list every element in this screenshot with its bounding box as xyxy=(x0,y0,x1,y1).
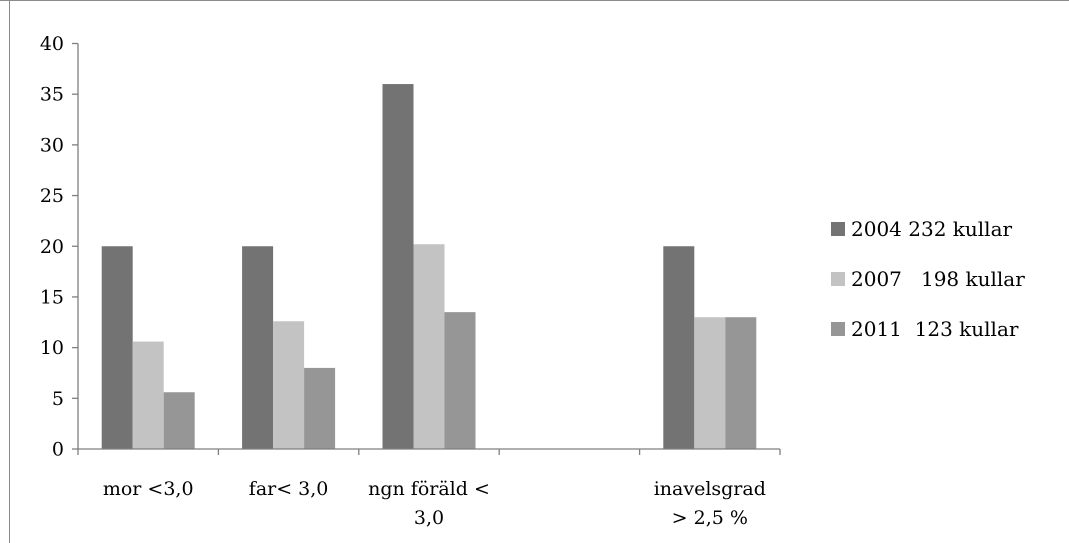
bar-series-1-category-3 xyxy=(382,84,414,450)
legend-swatch-2 xyxy=(831,272,845,286)
y-tick-label: 0 xyxy=(52,439,64,461)
bars-layer xyxy=(101,84,757,450)
legend-label-2: 2007 198 kullar xyxy=(851,267,1025,291)
category-label: > 2,5 % xyxy=(672,507,748,529)
legend-label-1: 2004 232 kullar xyxy=(851,217,1013,241)
bar-series-3-category-5 xyxy=(725,317,757,449)
bar-series-2-category-3 xyxy=(413,244,445,449)
category-label: mor <3,0 xyxy=(103,478,194,500)
bar-series-3-category-3 xyxy=(444,312,476,449)
legend-swatch-1 xyxy=(831,222,845,236)
legend-swatch-3 xyxy=(831,322,845,336)
bar-series-3-category-2 xyxy=(304,367,336,449)
y-tick-label: 15 xyxy=(40,286,64,308)
bar-series-1-category-2 xyxy=(242,246,274,449)
category-label: ngn föräld < xyxy=(368,478,490,500)
bar-series-2-category-2 xyxy=(273,321,305,449)
y-tick-label: 40 xyxy=(40,33,64,55)
bar-series-1-category-5 xyxy=(663,246,695,449)
bar-series-3-category-1 xyxy=(163,392,195,449)
category-label: 3,0 xyxy=(414,507,444,529)
category-label: far< 3,0 xyxy=(249,478,329,500)
bar-series-2-category-5 xyxy=(694,317,726,449)
y-tick-label: 5 xyxy=(52,388,64,410)
bar-series-1-category-1 xyxy=(101,246,133,449)
axes-layer: 0 5 10 15 20 25 30 35 40 mor <3,0 far< 3,0 ngn förä… xyxy=(40,33,781,529)
category-label: inavelsgrad xyxy=(654,478,766,500)
y-tick-label: 10 xyxy=(40,337,64,359)
y-tick-label: 35 xyxy=(40,84,64,106)
legend-label-3: 2011 123 kullar xyxy=(851,317,1019,341)
y-tick-label: 20 xyxy=(40,236,64,258)
y-tick-label: 30 xyxy=(40,134,64,156)
y-tick-label: 25 xyxy=(40,185,64,207)
legend: 2004 232 kullar 2007 198 kullar 2011 123 k… xyxy=(831,217,1025,341)
bar-series-2-category-1 xyxy=(132,341,164,449)
